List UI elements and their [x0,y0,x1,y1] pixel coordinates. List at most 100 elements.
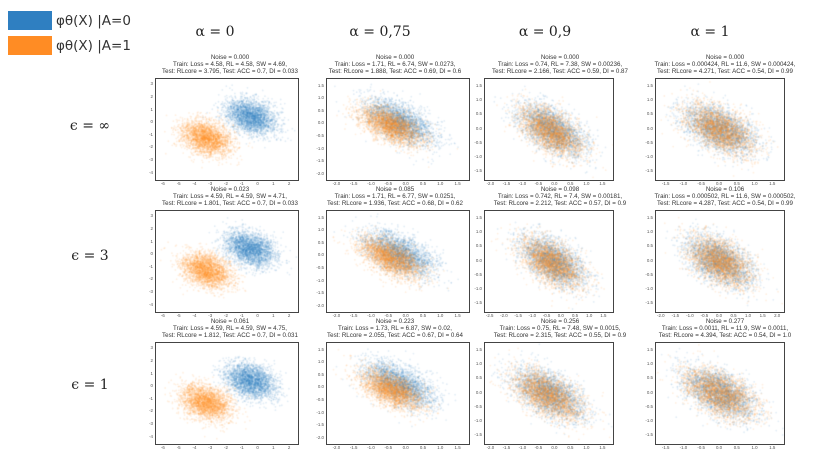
x-tick-label: 0.5 [571,313,579,318]
x-tick-label: -1.0 [367,181,375,186]
x-tick-label: 0.5 [419,313,427,318]
y-tick-label: 0.5 [475,375,482,381]
x-tick-label: 0.0 [402,445,409,450]
x-tick-label: 0.0 [402,181,409,186]
x-tick-label: -4 [192,313,197,318]
x-tick-label: -1.5 [661,181,670,186]
row-header-eps-3: ϵ = 3 [71,248,109,264]
plot-area [326,342,470,445]
x-tick-label: 0.5 [567,181,574,186]
y-tick-label: 1.5 [646,347,653,353]
panel-train-metrics: Train: Loss = 0.000424, RL = 11.6, SW = … [654,61,796,69]
scatter-points [485,211,613,312]
legend-swatch-a1 [8,36,52,55]
panel-train-metrics: Train: Loss = 1.71, RL = 6.74, SW = 0.02… [334,61,456,69]
y-tick-label: 1.5 [317,214,324,220]
y-tick-label: 0.0 [317,384,324,390]
panel-test-metrics: Test: RLcore = 2.315, Test: ACC = 0.55, … [493,332,627,340]
x-tick-label: 1.5 [599,445,606,450]
scatter-panel: Noise = 0.223 Train: Loss = 1.73, RL = 6.… [315,318,475,453]
x-tick-label: 1.0 [583,445,590,450]
panel-test-metrics: Test: RLcore = 1.801, Test: ACC = 0.7, D… [162,200,298,208]
y-tick-label: -1.5 [474,167,482,173]
plot-area [655,210,785,313]
y-tick-label: -0.5 [316,133,324,139]
plot-area [655,78,785,181]
x-tick-label: 1.0 [751,445,758,450]
legend: φθ(X) |A=0 φθ(X) |A=1 [8,10,131,60]
y-tick-label: -1.0 [316,409,324,415]
y-tick-label: 0.5 [475,243,482,249]
y-tick-label: 0 [150,251,153,257]
x-tick-label: -5 [176,181,181,186]
y-tick-label: -2 [149,408,153,414]
y-tick-label: -0.5 [645,139,653,145]
panel-train-metrics: Train: Loss = 0.74, RL = 7.38, SW = 0.00… [497,61,623,69]
y-tick-label: 0.0 [646,125,653,131]
y-tick-label: -2 [149,144,153,150]
y-tick-label: 1 [150,106,153,112]
y-tick-label: -1 [149,131,153,137]
panel-noise-label: Noise = 0.000 [705,54,745,61]
x-tick-label: 1 [272,181,275,186]
x-tick-label: 0.0 [715,313,723,318]
y-tick-label: 2 [150,225,153,231]
scatter-panel: Noise = 0.000 Train: Loss = 0.000424, RL … [645,54,805,189]
x-tick-label: -1.0 [686,313,694,318]
y-tick-label: 0.0 [646,389,653,395]
y-tick-label: 1.5 [646,83,653,89]
y-tick-label: 0.0 [475,125,482,131]
x-tick-label: 0.5 [419,181,427,186]
y-tick-label: -4 [149,301,153,307]
y-tick-label: 1.5 [317,82,324,88]
panel-noise-label: Noise = 0.098 [540,186,580,193]
panel-noise-label: Noise = 0.061 [210,318,250,325]
scatter-panel: Noise = 0.098 Train: Loss = 0.742, RL = 7… [474,186,640,321]
y-tick-label: -1 [149,395,153,401]
plot-area [326,210,470,313]
y-tick-label: -4 [149,169,153,175]
x-tick-label: -1.0 [367,445,375,450]
y-tick-label: 1.0 [317,227,324,233]
x-tick-label: 1.5 [454,445,461,450]
y-tick-label: -4 [149,433,153,439]
scatter-panel: Noise = 0.023 Train: Loss = 4.59, RL = 4.… [149,186,310,321]
legend-label-a0: φθ(X) |A=0 [56,12,131,29]
y-tick-label: 1.5 [475,83,482,89]
y-tick-label: -2.0 [316,434,324,440]
y-tick-label: -1.5 [645,167,653,173]
x-tick-label: -2 [224,181,228,186]
x-tick-label: 1.0 [745,313,752,318]
x-tick-label: 2 [287,181,291,186]
x-tick-label: 0.5 [567,445,574,450]
x-tick-label: -1.5 [661,445,670,450]
x-tick-label: 1.0 [586,313,593,318]
panel-test-metrics: Test: RLcore = 1.936, Test: ACC = 0.68, … [327,200,463,208]
scatter-points [656,343,784,444]
panel-train-metrics: Train: Loss = 1.73, RL = 6.87, SW = 0.02… [338,325,452,333]
y-tick-label: 1.5 [646,215,653,221]
y-tick-label: -1.5 [316,422,324,428]
scatter-panel: Noise = 0.085 Train: Loss = 1.71, RL = 6.… [315,186,475,321]
scatter-points [485,343,613,444]
panel-train-metrics: Train: Loss = 0.0011, RL = 11.9, SW = 0.… [661,325,789,333]
x-tick-label: -0.5 [700,313,709,318]
scatter-panel: Noise = 0.000 Train: Loss = 4.58, RL = 4.… [149,54,310,189]
y-tick-label: 2 [150,93,153,99]
panel-noise-label: Noise = 0.223 [375,318,415,325]
x-tick-label: -2 [224,445,228,450]
panel-test-metrics: Test: RLcore = 1.812, Test: ACC = 0.7, D… [162,332,298,340]
y-tick-label: 2 [150,357,153,363]
x-tick-label: -0.5 [384,313,393,318]
plot-area [155,342,299,445]
y-tick-label: 0.5 [646,111,653,117]
x-tick-label: -1.5 [349,181,358,186]
x-tick-label: 0.5 [733,445,740,450]
x-tick-label: -0.5 [384,181,393,186]
x-tick-label: -3 [208,313,213,318]
y-tick-label: 0 [150,119,153,125]
x-tick-label: -1 [239,181,244,186]
x-tick-label: 1.5 [769,181,776,186]
x-tick-label: -6 [160,445,165,450]
y-tick-label: 0.5 [317,107,324,113]
